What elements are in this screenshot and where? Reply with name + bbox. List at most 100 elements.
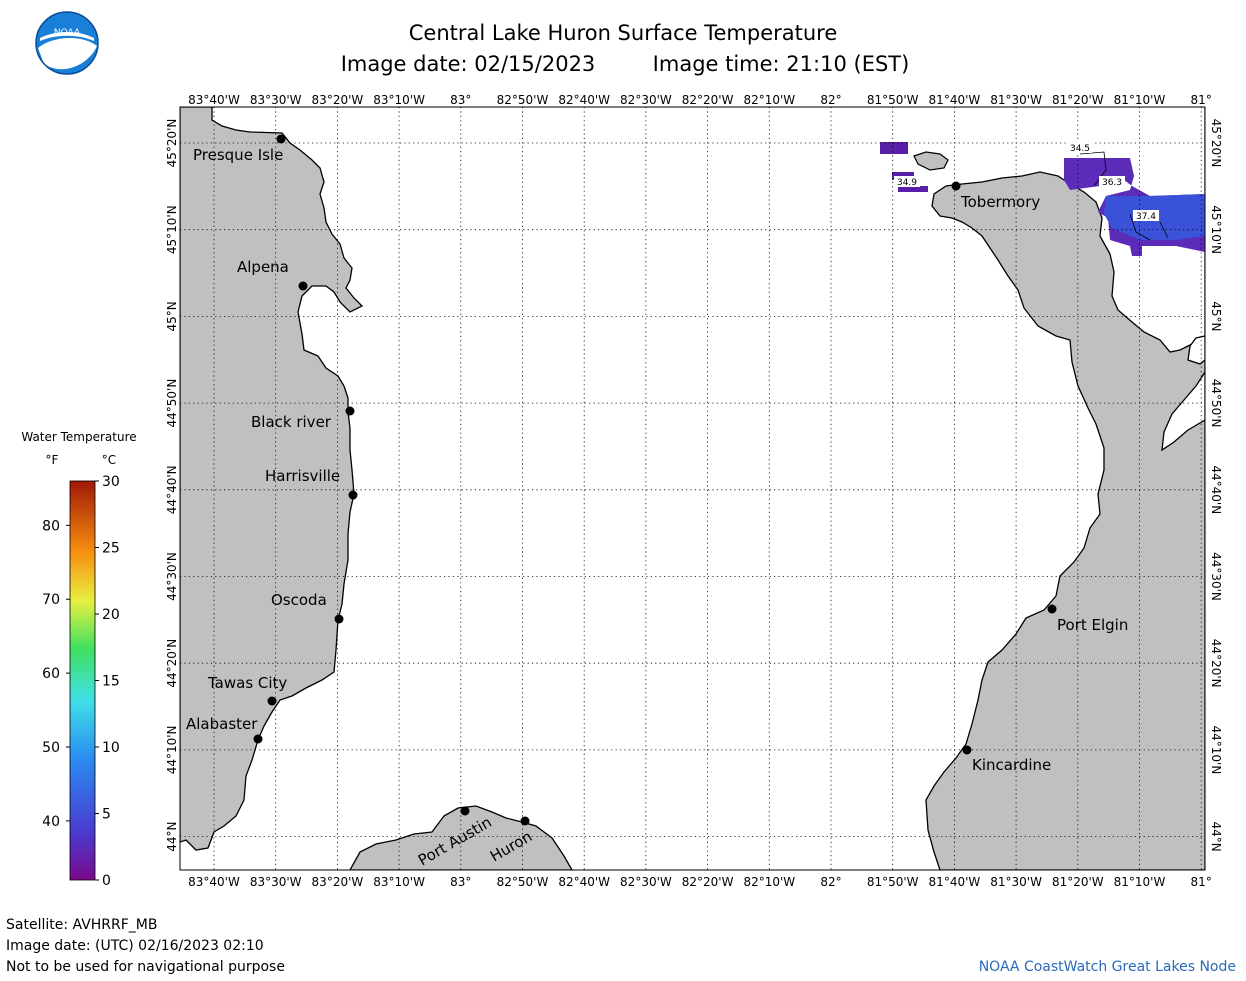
city-label-presque-isle: Presque Isle (193, 146, 283, 164)
city-marker (334, 614, 344, 624)
lon-label: 83° (450, 93, 471, 107)
city-label-kincardine: Kincardine (972, 756, 1051, 774)
lat-label: 44°20'N (1209, 639, 1223, 688)
lat-label: 44°40'N (165, 465, 179, 514)
legend-colorbar (69, 480, 96, 881)
legend-c-label: 0 (102, 873, 111, 889)
city-marker (460, 806, 470, 816)
legend-c-label: 15 (102, 674, 120, 690)
lat-labels-right: 45°20'N 45°10'N 45°N 44°50'N 44°40'N 44°30'N 4… (1209, 119, 1223, 852)
lon-label: 81°20'W (1052, 93, 1104, 107)
lon-label: 83°10'W (373, 875, 425, 889)
lon-labels-top: 83°40'W 83°30'W 83°20'W 83°10'W 83° 82°50'W 82… (188, 93, 1212, 107)
isotherm-label: 34.5 (1070, 144, 1090, 154)
footer-satellite: Satellite: AVHRRF_MB (6, 917, 157, 933)
lon-label: 82° (820, 875, 841, 889)
city-label-tawas-city: Tawas City (207, 674, 287, 692)
city-label-black-river: Black river (251, 413, 332, 431)
isotherm-labels: 34.5 36.3 37.4 34.9 (894, 142, 1159, 222)
land-island (913, 151, 949, 171)
lat-label: 44°10'N (1209, 725, 1223, 774)
isotherm-label: 34.9 (897, 178, 917, 188)
city-marker (276, 134, 286, 144)
city-label-port-elgin: Port Elgin (1057, 616, 1128, 634)
lat-label: 44°40'N (1209, 465, 1223, 514)
lon-label: 81°10'W (1114, 875, 1166, 889)
legend-f-label: 60 (42, 666, 60, 682)
legend-c-label: 30 (102, 474, 120, 490)
lon-label: 82°30'W (620, 875, 672, 889)
lon-label: 82°10'W (743, 875, 795, 889)
lat-label: 44°30'N (165, 552, 179, 601)
city-marker (267, 696, 277, 706)
isotherm-label: 37.4 (1136, 212, 1156, 222)
legend-f-label: 70 (42, 592, 60, 608)
legend-f-label: 40 (42, 814, 60, 830)
lon-label: 82°10'W (743, 93, 795, 107)
lon-label: 83° (450, 875, 471, 889)
lon-label: 83°30'W (250, 93, 302, 107)
lon-label: 82°50'W (497, 93, 549, 107)
lat-label: 45°10'N (165, 205, 179, 254)
city-label-oscoda: Oscoda (271, 591, 327, 609)
lon-label: 81°40'W (929, 875, 981, 889)
lon-label: 83°30'W (250, 875, 302, 889)
isotherm-label: 36.3 (1102, 178, 1122, 188)
legend-c-label: 25 (102, 541, 120, 557)
city-marker (348, 490, 358, 500)
lon-label: 82°50'W (497, 875, 549, 889)
lat-labels-left: 45°20'N 45°10'N 45°N 44°50'N 44°40'N 44°30'N 4… (165, 119, 179, 852)
city-label-alpena: Alpena (237, 258, 289, 276)
page-title: Central Lake Huron Surface Temperature (409, 21, 838, 45)
lon-label: 83°10'W (373, 93, 425, 107)
legend-unit-f: °F (46, 453, 59, 467)
lon-label: 82°20'W (682, 875, 734, 889)
lat-label: 45°20'N (165, 119, 179, 168)
city-marker (962, 745, 972, 755)
lat-label: 45°N (1209, 301, 1223, 331)
city-marker (520, 816, 530, 826)
noaa-logo-text: NOAA (54, 28, 81, 38)
lon-label: 82° (820, 93, 841, 107)
graticule (180, 107, 1205, 870)
lat-label: 44°50'N (1209, 379, 1223, 428)
legend-c-label: 10 (102, 740, 120, 756)
city-markers (253, 134, 1057, 826)
legend-c-label: 20 (102, 607, 120, 623)
city-label-harrisville: Harrisville (265, 467, 340, 485)
city-marker (951, 181, 961, 191)
lon-label: 81°20'W (1052, 875, 1104, 889)
image-date: Image date: 02/15/2023 (341, 52, 596, 76)
lon-label: 81° (1191, 93, 1212, 107)
lon-label: 82°30'W (620, 93, 672, 107)
lat-label: 44°10'N (165, 725, 179, 774)
legend-c-label: 5 (102, 807, 111, 823)
footer-utc-date: Image date: (UTC) 02/16/2023 02:10 (6, 938, 264, 954)
lon-label: 81°30'W (990, 93, 1042, 107)
legend-unit-c: °C (102, 453, 116, 467)
lon-label: 83°40'W (188, 93, 240, 107)
city-marker (298, 281, 308, 291)
land-ontario (925, 107, 1205, 870)
lon-labels-bottom: 83°40'W 83°30'W 83°20'W 83°10'W 83° 82°50'W 82… (188, 875, 1212, 889)
legend-f-label: 50 (42, 740, 60, 756)
lat-label: 44°N (165, 821, 179, 851)
lat-label: 45°10'N (1209, 205, 1223, 254)
lat-label: 44°30'N (1209, 552, 1223, 601)
lat-label: 44°20'N (165, 639, 179, 688)
city-marker (1047, 604, 1057, 614)
lon-label: 81°30'W (990, 875, 1042, 889)
lon-label: 82°40'W (558, 875, 610, 889)
lat-label: 45°20'N (1209, 119, 1223, 168)
lat-label: 45°N (165, 301, 179, 331)
lon-label: 81°50'W (867, 875, 919, 889)
city-marker (253, 734, 263, 744)
legend-title: Water Temperature (21, 430, 136, 444)
noaa-logo: NOAA (35, 11, 99, 75)
lon-label: 82°40'W (558, 93, 610, 107)
city-marker (345, 406, 355, 416)
lon-label: 83°40'W (188, 875, 240, 889)
lat-label: 44°N (1209, 821, 1223, 851)
lon-label: 81°10'W (1114, 93, 1166, 107)
